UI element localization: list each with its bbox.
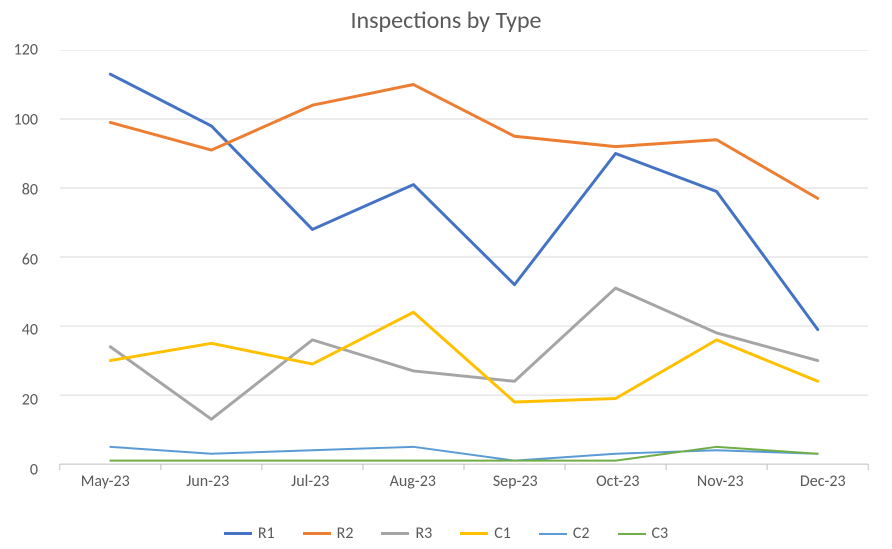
legend-label: C3 bbox=[652, 524, 669, 543]
x-tick-label: May-23 bbox=[81, 472, 130, 491]
legend-swatch bbox=[618, 533, 646, 535]
y-tick-label: 120 bbox=[0, 41, 38, 60]
legend-label: C1 bbox=[494, 524, 511, 543]
legend-item-C2: C2 bbox=[539, 524, 590, 543]
y-axis: 020406080100120 bbox=[0, 50, 48, 470]
legend-label: R3 bbox=[415, 524, 432, 543]
legend-swatch bbox=[224, 532, 252, 535]
x-axis: May-23 Jun-23 Jul-23 Aug-23 Sep-23 Oct-23 Nov-… bbox=[54, 472, 874, 496]
series-C2 bbox=[110, 447, 817, 461]
legend-label: R2 bbox=[337, 524, 354, 543]
legend-item-C3: C3 bbox=[618, 524, 669, 543]
y-tick-label: 40 bbox=[0, 321, 38, 340]
chart-title: Inspections by Type bbox=[0, 6, 892, 35]
legend: R1 R2 R3 C1 C2 C3 bbox=[0, 524, 892, 543]
x-tick-label: Dec-23 bbox=[800, 472, 846, 491]
x-tick-label: Jul-23 bbox=[291, 472, 329, 491]
legend-item-C1: C1 bbox=[460, 524, 511, 543]
y-tick-label: 0 bbox=[0, 461, 38, 480]
y-tick-label: 20 bbox=[0, 391, 38, 410]
plot-area bbox=[54, 50, 874, 470]
y-tick-label: 80 bbox=[0, 181, 38, 200]
legend-label: R1 bbox=[258, 524, 275, 543]
legend-swatch bbox=[539, 533, 567, 535]
legend-item-R3: R3 bbox=[381, 524, 432, 543]
x-tick-label: Aug-23 bbox=[390, 472, 436, 491]
series-R1 bbox=[110, 74, 817, 329]
legend-swatch bbox=[381, 532, 409, 535]
x-tick-label: Sep-23 bbox=[493, 472, 538, 491]
x-tick-label: Oct-23 bbox=[596, 472, 639, 491]
series-R2 bbox=[110, 85, 817, 199]
series-R3 bbox=[110, 288, 817, 419]
legend-item-R2: R2 bbox=[303, 524, 354, 543]
line-chart: Inspections by Type 0 20 40 60 80 100 120 May-… bbox=[0, 0, 892, 549]
x-tick-label: Nov-23 bbox=[697, 472, 744, 491]
legend-swatch bbox=[460, 532, 488, 535]
legend-swatch bbox=[303, 532, 331, 535]
legend-item-R1: R1 bbox=[224, 524, 275, 543]
x-tick-label: Jun-23 bbox=[186, 472, 229, 491]
y-tick-label: 60 bbox=[0, 251, 38, 270]
legend-label: C2 bbox=[573, 524, 590, 543]
y-tick-label: 100 bbox=[0, 111, 38, 130]
